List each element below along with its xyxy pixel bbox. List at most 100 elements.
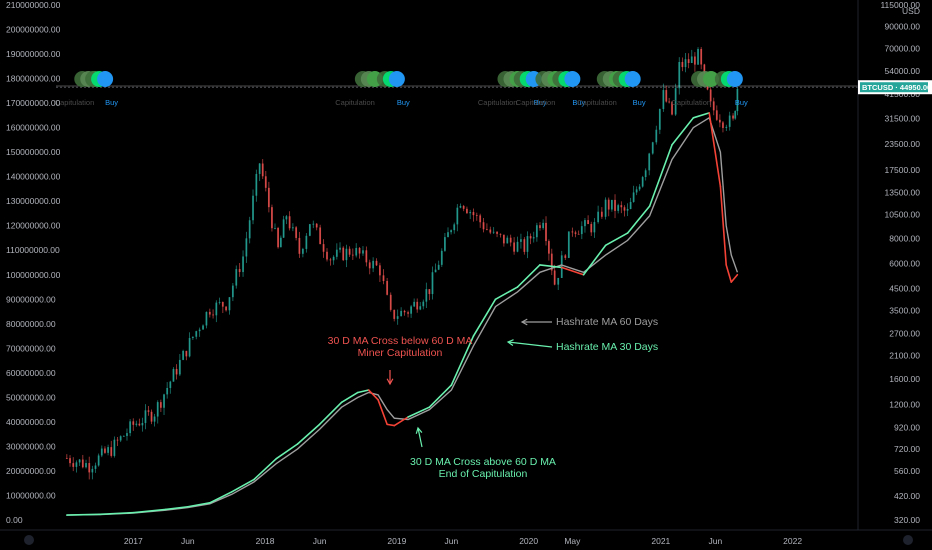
capitulation-signal-label: Capitulation xyxy=(55,98,95,107)
price-candle xyxy=(492,231,495,233)
price-candle xyxy=(322,244,325,252)
price-candle xyxy=(132,421,135,425)
hashrate-ma-30-segment xyxy=(692,112,711,119)
price-candle xyxy=(218,301,221,303)
buy-signal-marker[interactable] xyxy=(564,71,581,87)
price-candle xyxy=(437,264,440,270)
price-candle xyxy=(277,228,279,248)
annotation-arrow xyxy=(417,427,423,448)
hashrate-ma-30-segment xyxy=(275,443,299,460)
price-candle xyxy=(305,235,308,249)
price-candle xyxy=(553,270,556,285)
time-axis[interactable]: 2017 Jun 2018 Jun 2019 Jun 2020 May 2021 Jun 2022 xyxy=(0,529,932,546)
price-candle xyxy=(502,234,505,244)
price-candle xyxy=(597,211,600,223)
price-candle xyxy=(65,457,68,459)
price-candle xyxy=(116,439,119,441)
price-candle xyxy=(542,222,545,229)
auto-scale-icon[interactable] xyxy=(903,535,913,545)
price-candle xyxy=(248,220,251,239)
signals-layer: Capitulation Buy Capitulation Buy Capitulati… xyxy=(55,71,858,107)
price-candle xyxy=(632,192,635,202)
price-candle xyxy=(175,368,178,375)
price-candle xyxy=(584,220,586,227)
price-candle xyxy=(567,231,570,258)
annotation-text: Hashrate MA 30 Days xyxy=(556,341,658,353)
right-axis-tick-label: 23500.00 xyxy=(885,139,921,149)
buy-signal-label: Buy xyxy=(105,98,118,107)
price-candle xyxy=(104,448,106,453)
price-candle xyxy=(655,129,658,143)
left-axis-tick-label: 210000000.00 xyxy=(6,0,61,10)
hashrate-ma-30-segment xyxy=(604,232,629,247)
right-axis[interactable]: 115000.0090000.0070000.0054000.0041500.0… xyxy=(857,0,932,530)
right-axis-tick-label: 720.00 xyxy=(894,444,920,454)
buy-signal-marker[interactable] xyxy=(388,71,405,87)
price-candle xyxy=(261,163,264,177)
left-axis-tick-label: 80000000.00 xyxy=(6,319,56,329)
capitulation-signal-label: Capitulation xyxy=(516,98,556,107)
left-axis-tick-label: 30000000.00 xyxy=(6,441,56,451)
price-candle xyxy=(407,312,409,314)
price-candle xyxy=(252,195,254,221)
price-candle xyxy=(668,101,671,103)
price-candle xyxy=(355,247,358,256)
hashrate-ma-30-segment xyxy=(648,143,673,207)
price-candle xyxy=(94,465,97,469)
price-candle xyxy=(326,251,328,260)
right-axis-tick-label: 920.00 xyxy=(894,423,920,433)
annotation-arrowhead xyxy=(520,318,528,326)
price-candle xyxy=(513,242,516,252)
right-axis-tick-label: 31500.00 xyxy=(885,113,921,123)
price-candle xyxy=(372,260,375,269)
capitulation-signal-marker[interactable] xyxy=(703,71,720,87)
price-candle xyxy=(91,468,94,473)
right-axis-tick-label: 2100.00 xyxy=(889,350,920,360)
left-axis-tick-label: 130000000.00 xyxy=(6,196,61,206)
price-candle xyxy=(617,205,620,211)
price-candle xyxy=(191,336,194,339)
price-candle xyxy=(509,237,512,243)
price-candle xyxy=(85,463,87,468)
price-candle xyxy=(163,394,165,408)
price-candle xyxy=(129,421,132,434)
time-axis-tick-label: 2017 xyxy=(124,536,143,546)
price-candle xyxy=(78,459,81,463)
time-axis-tick-label: 2019 xyxy=(387,536,406,546)
buy-signal-marker[interactable] xyxy=(726,71,743,87)
left-axis-tick-label: 90000000.00 xyxy=(6,294,56,304)
buy-signal-marker[interactable] xyxy=(97,71,114,87)
price-candle xyxy=(529,236,532,239)
price-candle xyxy=(110,447,113,456)
price-candle xyxy=(422,301,425,307)
price-candle xyxy=(550,253,553,271)
price-candle xyxy=(428,289,431,295)
left-axis-tick-label: 160000000.00 xyxy=(6,123,61,133)
left-axis-tick-label: 190000000.00 xyxy=(6,49,61,59)
price-candle xyxy=(97,455,100,466)
timezone-icon[interactable] xyxy=(24,535,34,545)
hashrate-ma-30-segment xyxy=(164,505,189,511)
left-axis-tick-label: 180000000.00 xyxy=(6,74,61,84)
time-axis-tick-label: 2020 xyxy=(519,536,538,546)
price-candle xyxy=(486,229,488,231)
price-candle xyxy=(722,122,724,128)
price-candle xyxy=(499,233,502,235)
price-candle xyxy=(208,311,211,315)
price-candle xyxy=(526,236,529,252)
price-candle xyxy=(577,233,580,235)
left-axis-tick-label: 140000000.00 xyxy=(6,172,61,182)
price-candle xyxy=(212,314,214,316)
price-candle xyxy=(648,153,651,171)
price-candle xyxy=(368,262,371,269)
annotation-arrowhead xyxy=(386,378,394,386)
price-candle xyxy=(159,402,162,408)
capitulation-signal-label: Capitulation xyxy=(478,98,518,107)
right-axis-tick-label: 115000.00 xyxy=(880,0,920,10)
price-candle xyxy=(264,176,267,188)
price-candle xyxy=(539,225,541,229)
buy-signal-marker[interactable] xyxy=(624,71,641,87)
price-candle xyxy=(604,199,607,217)
time-axis-tick-label: Jun xyxy=(445,536,459,546)
